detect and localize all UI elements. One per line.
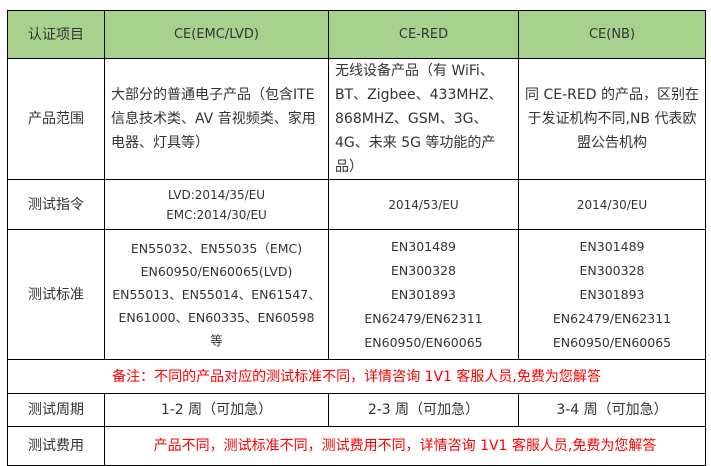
standard-item: EN301893 bbox=[579, 286, 645, 302]
cost-text: 产品不同，测试标准不同，测试费用不同，详情咨询 1V1 客服人员,免费为您解答 bbox=[104, 426, 706, 466]
ce-certification-table: 认证项目 CE(EMC/LVD) CE-RED CE(NB) 产品范围 大部分的… bbox=[7, 10, 706, 466]
standard-row: 测试标准 EN55032、EN55035（EMC) EN60950/EN6006… bbox=[7, 229, 706, 360]
standard-item: EN62479/EN62311 bbox=[552, 310, 672, 326]
standard-item: EN55013、EN55014、EN61547、 bbox=[112, 287, 321, 302]
standard-label: 测试标准 bbox=[7, 229, 105, 360]
directive-row: 测试指令 LVD:2014/35/EU EMC:2014/30/EU 2014/5… bbox=[7, 179, 706, 230]
standard-item: EN60950/EN60065 bbox=[364, 334, 483, 350]
standard-item: EN301489 bbox=[391, 238, 456, 254]
period-nb: 3-4 周（可加急） bbox=[518, 393, 706, 427]
standard-item: EN300328 bbox=[391, 262, 456, 278]
standard-item: EN301893 bbox=[391, 286, 456, 302]
standard-item: EN55032、EN55035（EMC) bbox=[130, 241, 303, 256]
header-row: 认证项目 CE(EMC/LVD) CE-RED CE(NB) bbox=[7, 10, 706, 59]
note-row: 备注：不同的产品对应的测试标准不同，详情咨询 1V1 客服人员,免费为您解答 bbox=[7, 359, 706, 394]
scope-label: 产品范围 bbox=[7, 58, 105, 180]
cost-row: 测试费用 产品不同，测试标准不同，测试费用不同，详情咨询 1V1 客服人员,免费… bbox=[7, 426, 706, 466]
header-item: 认证项目 bbox=[7, 10, 105, 59]
standard-item: EN301489 bbox=[579, 238, 645, 254]
note-text: 备注：不同的产品对应的测试标准不同，详情咨询 1V1 客服人员,免费为您解答 bbox=[7, 359, 706, 394]
standard-item: EN62479/EN62311 bbox=[364, 310, 483, 326]
header-ce-emc-lvd: CE(EMC/LVD) bbox=[104, 10, 329, 59]
period-row: 测试周期 1-2 周（可加急） 2-3 周（可加急） 3-4 周（可加急） bbox=[7, 393, 706, 427]
directive-label: 测试指令 bbox=[7, 179, 105, 230]
period-red: 2-3 周（可加急） bbox=[328, 393, 519, 427]
standard-item: EN60950/EN60065 bbox=[552, 334, 672, 350]
header-ce-red: CE-RED bbox=[328, 10, 519, 59]
period-label: 测试周期 bbox=[7, 393, 105, 427]
scope-row: 产品范围 大部分的普通电子产品（包含ITE 信息技术类、AV 音视频类、家用电器… bbox=[7, 58, 706, 180]
header-ce-nb: CE(NB) bbox=[518, 10, 706, 59]
scope-emc-lvd: 大部分的普通电子产品（包含ITE 信息技术类、AV 音视频类、家用电器、灯具等） bbox=[104, 58, 329, 180]
scope-nb: 同 CE-RED 的产品，区别在于发证机构不同,NB 代表欧盟公告机构 bbox=[518, 58, 706, 180]
cost-label: 测试费用 bbox=[7, 426, 105, 466]
directive-nb: 2014/30/EU bbox=[518, 179, 706, 230]
standard-item: EN61000、EN60335、EN60598 等 bbox=[118, 310, 315, 348]
directive-emc: EMC:2014/30/EU bbox=[166, 207, 267, 222]
directive-red: 2014/53/EU bbox=[328, 179, 519, 230]
period-emc-lvd: 1-2 周（可加急） bbox=[104, 393, 329, 427]
standard-item: EN300328 bbox=[579, 262, 645, 278]
standard-item: EN60950/EN60065(LVD) bbox=[140, 264, 293, 279]
directive-lvd: LVD:2014/35/EU bbox=[167, 187, 266, 202]
scope-red: 无线设备产品（有 WiFi、BT、Zigbee、433MHZ、868MHZ、GS… bbox=[328, 58, 519, 180]
